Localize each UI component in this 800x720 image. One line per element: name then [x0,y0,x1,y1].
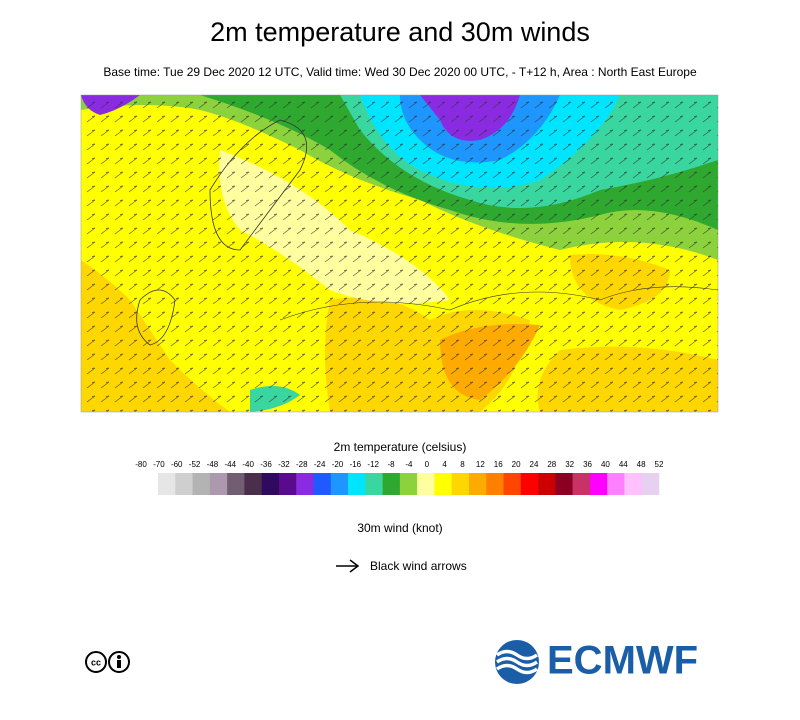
colorbar-swatch [572,473,591,495]
colorbar-swatch [313,473,332,495]
colorbar-label: -12 [367,460,379,469]
wind-label: Black wind arrows [370,559,467,573]
colorbar-swatch [486,473,504,495]
colorbar-swatch [538,473,556,495]
colorbar-label: -52 [189,460,201,469]
colorbar-label: -16 [350,460,362,469]
colorbar-label: -20 [332,460,344,469]
colorbar-label: 12 [476,460,485,469]
colorbar-swatch [227,473,245,495]
colorbar-swatch [641,473,660,495]
colorbar-label: 4 [442,460,447,469]
colorbar: -80 -70 -60 -52 -48 -44 -40 -36 -32 -28 -24 -20 -16-… [135,460,664,495]
colorbar-label: 28 [547,460,556,469]
colorbar-swatch [158,473,176,495]
colorbar-label: -80 [135,460,147,469]
colorbar-swatch [192,473,211,495]
colorbar-label: -36 [260,460,272,469]
colorbar-label: 40 [601,460,610,469]
colorbar-label: -44 [225,460,237,469]
colorbar-label: 48 [637,460,646,469]
colorbar-label: -60 [171,460,183,469]
colorbar-label: -32 [278,460,290,469]
cc-icon: cc [85,651,130,673]
colorbar-swatch [278,473,297,495]
colorbar-swatch [244,473,262,495]
colorbar-label: 16 [494,460,503,469]
svg-text:cc: cc [91,657,101,667]
colorbar-swatch [209,473,228,495]
colorbar-swatch [348,473,366,495]
colorbar-swatch [365,473,383,495]
colorbar-label: 20 [512,460,521,469]
colorbar-swatch [503,473,522,495]
colorbar-label: -70 [153,460,165,469]
colorbar-swatch [451,473,470,495]
colorbar-swatch [175,473,193,495]
ecmwf-logo: ECMWF [495,639,698,684]
colorbar-label: 0 [425,460,430,469]
colorbar-label: 8 [460,460,465,469]
colorbar-swatch [434,473,452,495]
colorbar-swatch [607,473,625,495]
temperature-map [81,95,718,412]
colorbar-swatch [399,473,418,495]
colorbar-swatch [468,473,487,495]
colorbar-swatch [520,473,539,495]
logo-text: ECMWF [547,639,698,683]
colorbar-swatch [261,473,280,495]
colorbar-label: -4 [405,460,413,469]
colorbar-swatch [417,473,435,495]
colorbar-swatch [296,473,314,495]
colorbar-label: 24 [530,460,539,469]
colorbar-swatch [555,473,573,495]
colorbar-label: 44 [619,460,628,469]
legend-title: 2m temperature (celsius) [334,440,467,454]
colorbar-label: 36 [583,460,592,469]
colorbar-swatch [589,473,608,495]
colorbar-label: -48 [207,460,219,469]
wind-arrow-icon [336,559,360,573]
colorbar-swatch [624,473,643,495]
colorbar-label: -28 [296,460,308,469]
colorbar-label: -8 [388,460,396,469]
colorbar-label: 52 [655,460,664,469]
colorbar-swatch [382,473,401,495]
wind-title: 30m wind (knot) [357,521,442,535]
colorbar-label: -40 [242,460,254,469]
colorbar-label: -24 [314,460,326,469]
title: 2m temperature and 30m winds [210,17,590,47]
subtitle: Base time: Tue 29 Dec 2020 12 UTC, Valid… [103,65,697,79]
colorbar-label: 32 [565,460,574,469]
colorbar-swatch [330,473,349,495]
